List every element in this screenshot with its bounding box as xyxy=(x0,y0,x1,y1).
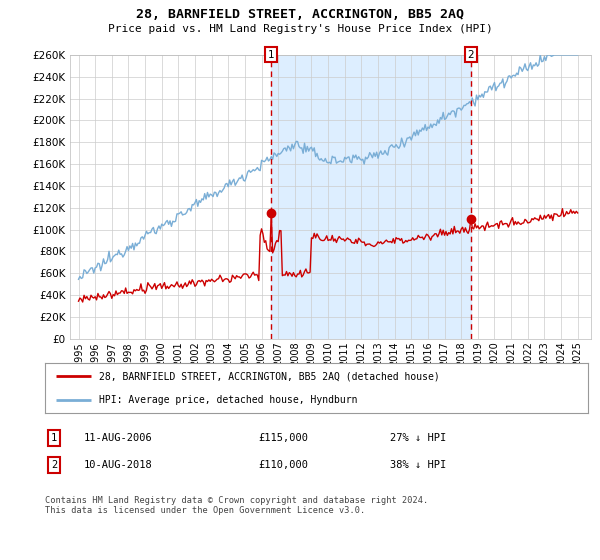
Text: 28, BARNFIELD STREET, ACCRINGTON, BB5 2AQ: 28, BARNFIELD STREET, ACCRINGTON, BB5 2A… xyxy=(136,8,464,21)
Text: HPI: Average price, detached house, Hyndburn: HPI: Average price, detached house, Hynd… xyxy=(100,395,358,405)
Text: 2: 2 xyxy=(467,50,474,60)
Text: 10-AUG-2018: 10-AUG-2018 xyxy=(84,460,153,470)
Text: 1: 1 xyxy=(268,50,275,60)
Text: Contains HM Land Registry data © Crown copyright and database right 2024.
This d: Contains HM Land Registry data © Crown c… xyxy=(45,496,428,515)
Text: 2: 2 xyxy=(51,460,57,470)
Text: Price paid vs. HM Land Registry's House Price Index (HPI): Price paid vs. HM Land Registry's House … xyxy=(107,24,493,34)
Text: 38% ↓ HPI: 38% ↓ HPI xyxy=(390,460,446,470)
Text: 11-AUG-2006: 11-AUG-2006 xyxy=(84,433,153,443)
Text: 27% ↓ HPI: 27% ↓ HPI xyxy=(390,433,446,443)
Text: 28, BARNFIELD STREET, ACCRINGTON, BB5 2AQ (detached house): 28, BARNFIELD STREET, ACCRINGTON, BB5 2A… xyxy=(100,371,440,381)
Text: 1: 1 xyxy=(51,433,57,443)
Text: £115,000: £115,000 xyxy=(258,433,308,443)
Bar xyxy=(271,55,471,339)
Text: £110,000: £110,000 xyxy=(258,460,308,470)
